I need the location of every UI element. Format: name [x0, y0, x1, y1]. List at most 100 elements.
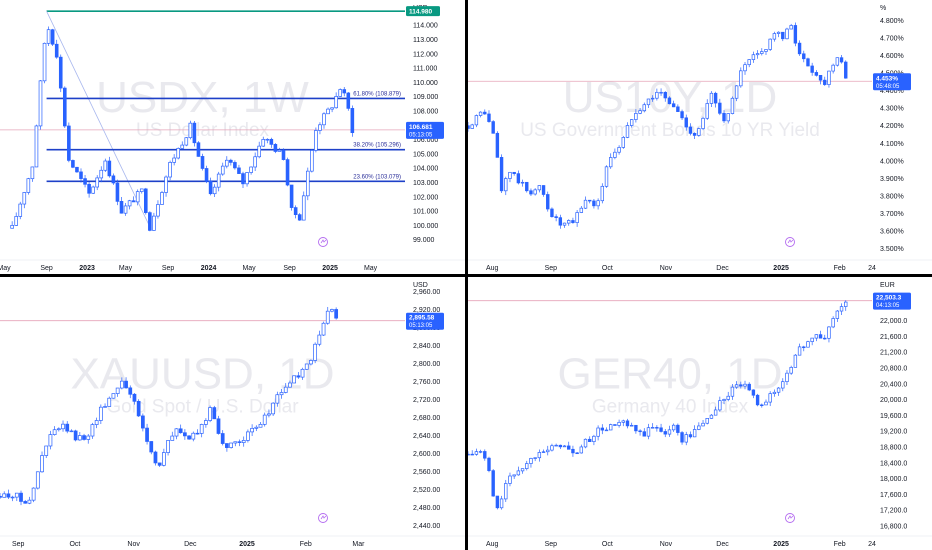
svg-text:05:13:05: 05:13:05 [409, 132, 433, 138]
chart-panel-usdx[interactable]: USDX, 1W US Dollar Index 61.80% (108.879) 3… [0, 0, 465, 274]
chart-panel-us10y[interactable]: US10Y, 1D US Government Bonds 10 YR Yield… [468, 0, 932, 274]
candle-body [31, 487, 36, 501]
candle-body [63, 87, 67, 127]
x-tick-label: 2023 [79, 265, 95, 272]
candle-body [562, 445, 567, 448]
candle-body [19, 492, 23, 502]
x-tick-label: May [119, 265, 133, 272]
tradingview-logo-icon[interactable] [318, 513, 328, 523]
candle-body [52, 429, 57, 435]
candle-body [87, 183, 91, 194]
candle-body [174, 428, 179, 437]
candle-body [73, 430, 78, 441]
candle-body [314, 130, 318, 151]
candle-body [79, 171, 83, 179]
candle-body [254, 426, 259, 429]
candle-body [554, 216, 558, 218]
candle-body [596, 200, 600, 207]
tradingview-logo-icon[interactable] [318, 237, 328, 247]
candle-body [747, 383, 751, 391]
candle-body [768, 393, 772, 403]
candle-body [504, 483, 508, 500]
candle-body [306, 170, 310, 197]
candle-body [127, 200, 132, 207]
candle-body [220, 433, 225, 444]
candle-body [709, 414, 714, 419]
candle-body [225, 443, 229, 448]
candle-body [253, 156, 257, 168]
candles [0, 306, 339, 506]
candle-body [709, 92, 714, 104]
candle-body [604, 166, 609, 187]
candle-body [781, 31, 785, 40]
candle-body [478, 451, 483, 453]
candle-body [115, 387, 120, 394]
candle-body [136, 400, 141, 417]
candle-body [755, 394, 760, 406]
candle-body [516, 173, 521, 184]
chart-panel-xauusd[interactable]: XAUUSD, 1D Gold Spot / U.S. Dollar USD 2,96… [0, 277, 465, 550]
candle-body [35, 471, 40, 489]
candle-body [2, 493, 7, 498]
candle-body [520, 468, 525, 472]
candle-body [730, 386, 735, 397]
y-tick-label: 109.000 [413, 94, 438, 101]
candle-body [204, 168, 209, 182]
candle-body [111, 393, 116, 399]
candle-body [638, 430, 642, 433]
candle-body [818, 75, 823, 81]
x-tick-label: Nov [660, 541, 673, 548]
tradingview-logo-icon[interactable] [785, 513, 795, 523]
candle-body [144, 188, 148, 213]
y-tick-label: 2,720.00 [413, 397, 440, 404]
last-price-badge[interactable]: 22,503.304:13:05 [873, 292, 911, 310]
candle-body [277, 149, 282, 152]
candle-body [579, 207, 584, 213]
high-level-badge[interactable]: 114.980 [406, 6, 440, 17]
candle-body [571, 220, 575, 223]
y-tick-label: 110.000 [413, 80, 438, 87]
candle-body [680, 432, 684, 443]
y-tick-label: 114.000 [413, 23, 438, 30]
y-tick-label: 106.000 [413, 137, 438, 144]
tradingview-logo-icon[interactable] [785, 237, 795, 247]
x-tick-label: Nov [127, 541, 140, 548]
fib-trend-line[interactable] [46, 10, 151, 227]
candle-body [90, 424, 95, 437]
candle-body [296, 375, 301, 378]
y-tick-label: 20,800.0 [880, 365, 907, 372]
candle-body [839, 57, 844, 63]
candle-body [776, 387, 781, 393]
candle-body [40, 455, 44, 473]
candle-body [701, 117, 705, 129]
x-tick-label: 24 [868, 265, 876, 272]
last-price-badge[interactable]: 4.453% 05:48:05 [873, 73, 911, 91]
candle-body [149, 441, 154, 453]
y-tick-label: 2,960.00 [413, 289, 440, 296]
candle-body [310, 150, 314, 172]
x-tick-label: Feb [834, 541, 846, 548]
candle-body [233, 162, 237, 169]
candle-body [269, 138, 274, 145]
watermark-description: US Dollar Index [136, 120, 270, 141]
x-tick-label: Oct [602, 265, 613, 272]
candle-body [617, 421, 621, 426]
candle-body [634, 113, 638, 120]
candle-body [835, 57, 840, 66]
candle-body [604, 429, 609, 432]
candle-body [764, 401, 768, 406]
candle-body [537, 185, 542, 191]
candle-body [107, 397, 112, 407]
candle-body [246, 431, 250, 441]
candle-body [156, 204, 160, 217]
y-tick-label: 18,000.0 [880, 476, 907, 483]
candle-body [726, 395, 730, 400]
candle-body [600, 427, 605, 431]
candle-body [558, 217, 563, 226]
candle-body [684, 117, 688, 128]
